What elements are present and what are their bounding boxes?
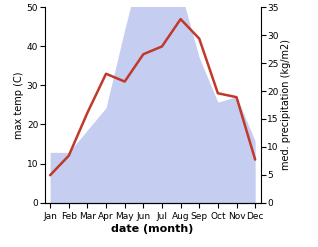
Y-axis label: med. precipitation (kg/m2): med. precipitation (kg/m2): [281, 40, 291, 170]
Y-axis label: max temp (C): max temp (C): [14, 71, 24, 139]
X-axis label: date (month): date (month): [111, 224, 194, 234]
